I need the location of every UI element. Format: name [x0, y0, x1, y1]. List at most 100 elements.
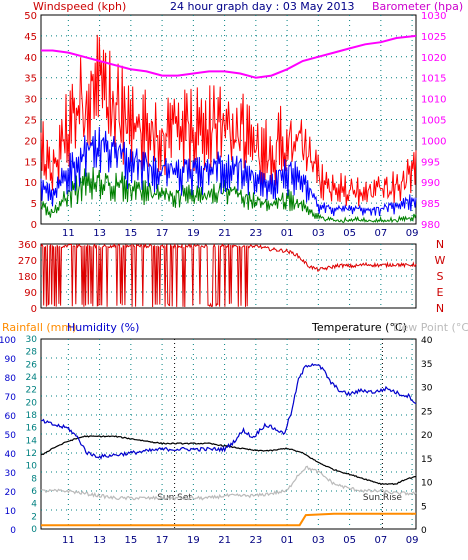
- windspeed-tick-label: 15: [24, 157, 37, 168]
- windspeed-tick-label: 20: [24, 136, 37, 147]
- temperature-tick-label: 30: [421, 384, 433, 394]
- humidity-tick-label: 70: [5, 393, 17, 403]
- humidity-series: [40, 363, 417, 460]
- humidity-tick-label: 10: [5, 507, 17, 517]
- temperature-tick-label: 0: [421, 526, 427, 536]
- windspeed-axis-ticks: 0 5 10 15 20 25 30 35 40 45 50: [24, 11, 37, 231]
- temp-chart-series: [40, 363, 417, 527]
- wind-avg-series: [40, 126, 417, 217]
- x-tick-label: 09: [406, 228, 419, 239]
- rainfall-tick-label: 10: [26, 462, 38, 472]
- rainfall-tick-label: 4: [31, 500, 37, 510]
- wind-gust-series: [40, 34, 417, 207]
- direction-chart-series: [40, 242, 417, 308]
- compass-label: W: [435, 254, 446, 267]
- windspeed-tick-label: 30: [24, 95, 37, 106]
- x-tick-label: 13: [93, 535, 106, 546]
- direction-tick-label: 90: [24, 288, 37, 299]
- windspeed-tick-label: 40: [24, 53, 37, 64]
- humidity-tick-label: 90: [5, 355, 17, 365]
- temperature-axis-ticks: 0 5 10 15 20 25 30 35 40: [421, 336, 433, 536]
- humidity-tick-label: 50: [5, 431, 17, 441]
- rainfall-tick-label: 2: [31, 512, 37, 522]
- temperature-tick-label: 15: [421, 455, 432, 465]
- windspeed-tick-label: 5: [31, 199, 37, 210]
- rainfall-tick-label: 16: [26, 424, 38, 434]
- sun-marker-label: Sun Rise: [363, 493, 402, 503]
- compass-label: S: [437, 270, 444, 283]
- wind-chart-x-ticks: 11 13 15 17 19 21 23 01 03 05 07 09: [62, 228, 418, 239]
- x-tick-label: 11: [62, 535, 75, 546]
- temperature-axis-label: Temperature (°C): [311, 321, 407, 334]
- rainfall-tick-label: 24: [26, 373, 38, 383]
- rainfall-series: [41, 512, 416, 527]
- temperature-tick-label: 35: [421, 360, 432, 370]
- windspeed-tick-label: 45: [24, 32, 37, 43]
- direction-tick-label: 0: [31, 304, 37, 315]
- humidity-axis-label: Humidity (%): [67, 321, 139, 334]
- humidity-tick-label: 80: [5, 374, 17, 384]
- rainfall-tick-label: 20: [26, 398, 38, 408]
- barometer-tick-label: 1025: [421, 32, 446, 43]
- chart-title: 24 hour graph day : 03 May 2013: [170, 0, 355, 13]
- x-tick-label: 23: [249, 535, 262, 546]
- temp-chart-frame: [40, 338, 417, 530]
- barometer-axis-ticks: 980 985 990 995 1000 1005 1010 1015 1020 1025 1030: [421, 11, 446, 231]
- barometer-tick-label: 1010: [421, 95, 446, 106]
- barometer-axis-label: Barometer (hpa): [372, 0, 463, 13]
- windspeed-axis-label: Windspeed (kph): [33, 0, 126, 13]
- barometer-tick-label: 1000: [421, 136, 446, 147]
- dew-point-series: [40, 465, 417, 501]
- x-tick-label: 21: [218, 228, 231, 239]
- x-tick-label: 03: [312, 535, 325, 546]
- x-tick-label: 15: [124, 228, 137, 239]
- x-tick-label: 15: [124, 535, 137, 546]
- windspeed-tick-label: 0: [31, 220, 37, 231]
- barometer-tick-label: 1030: [421, 11, 446, 22]
- humidity-tick-label: 40: [5, 450, 17, 460]
- x-tick-label: 11: [62, 228, 75, 239]
- humidity-tick-label: 30: [5, 469, 17, 479]
- temperature-tick-label: 40: [421, 336, 433, 346]
- compass-label: N: [436, 302, 444, 315]
- wind-min-series: [40, 167, 417, 224]
- temp-chart-grid: [41, 339, 416, 529]
- temperature-tick-label: 5: [421, 502, 427, 512]
- rainfall-tick-label: 14: [26, 436, 38, 446]
- x-tick-label: 03: [312, 228, 325, 239]
- windspeed-tick-label: 35: [24, 74, 37, 85]
- sun-annotations: Sun Set Sun Rise: [157, 339, 402, 529]
- barometer-tick-label: 1005: [421, 116, 446, 127]
- x-tick-label: 19: [187, 535, 200, 546]
- windspeed-tick-label: 25: [24, 116, 37, 127]
- barometer-tick-label: 1020: [421, 53, 446, 64]
- windspeed-tick-label: 50: [24, 11, 37, 22]
- rainfall-tick-label: 0: [31, 525, 37, 535]
- wind-direction-series: [40, 242, 417, 308]
- x-tick-label: 05: [343, 535, 356, 546]
- rainfall-tick-label: 22: [26, 386, 37, 396]
- barometer-tick-label: 985: [421, 199, 440, 210]
- humidity-tick-label: 60: [5, 412, 17, 422]
- x-tick-label: 05: [343, 228, 356, 239]
- x-tick-label: 21: [218, 535, 231, 546]
- compass-label: E: [437, 286, 444, 299]
- humidity-tick-label: 20: [5, 488, 17, 498]
- x-tick-label: 17: [156, 535, 169, 546]
- direction-tick-label: 270: [18, 256, 37, 267]
- wind-chart-series: [40, 34, 417, 224]
- barometer-tick-label: 1015: [421, 74, 446, 85]
- barometer-tick-label: 990: [421, 178, 440, 189]
- sun-marker-label: Sun Set: [157, 493, 192, 503]
- x-tick-label: 19: [187, 228, 200, 239]
- x-tick-label: 01: [281, 228, 294, 239]
- rainfall-tick-label: 12: [26, 449, 37, 459]
- x-tick-label: 13: [93, 228, 106, 239]
- rainfall-tick-label: 28: [26, 348, 38, 358]
- x-tick-label: 09: [406, 535, 419, 546]
